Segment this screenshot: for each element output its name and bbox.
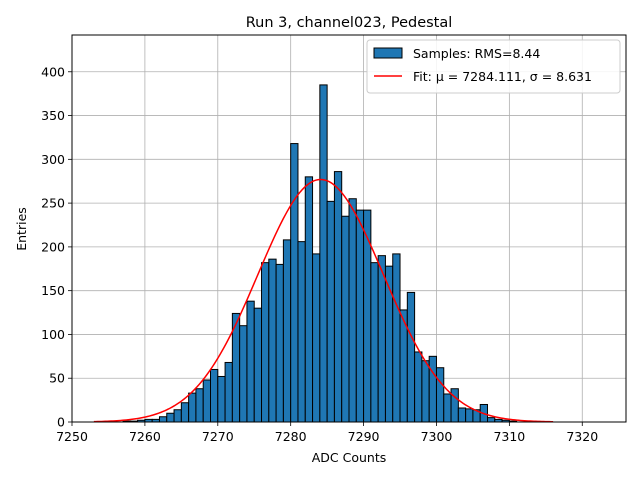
legend-fit-label: Fit: μ = 7284.111, σ = 8.631: [413, 69, 592, 84]
legend-box: [366, 39, 621, 94]
histogram-bar: [465, 408, 474, 423]
histogram-bar: [312, 253, 321, 423]
y-axis-label: Entries: [14, 207, 29, 251]
x-axis-label: ADC Counts: [312, 450, 387, 465]
histogram-bar: [180, 402, 190, 423]
x-tick-label: 7300: [421, 429, 453, 444]
histogram-bar: [348, 198, 357, 423]
x-axis-ticks: 7250 7260 7270 7280 7290 7300 7310 7320: [56, 422, 598, 444]
y-tick-label: 400: [41, 64, 65, 79]
y-tick-label: 100: [41, 327, 65, 342]
histogram-bar: [377, 255, 386, 423]
histogram-bar: [224, 361, 233, 423]
legend-histogram-swatch: [373, 47, 403, 59]
fit-curve: [93, 178, 554, 423]
histogram-bar: [217, 375, 226, 423]
histogram-bar: [406, 291, 416, 423]
histogram-bar: [457, 407, 467, 423]
histogram-bar: [370, 262, 379, 423]
histogram-bar: [414, 351, 423, 423]
x-tick-label: 7280: [275, 429, 307, 444]
x-tick-label: 7320: [566, 429, 598, 444]
x-tick-label: 7250: [56, 429, 88, 444]
y-tick-label: 300: [41, 152, 65, 167]
histogram-bar: [239, 325, 248, 423]
y-tick-label: 350: [41, 108, 65, 123]
histogram-bar: [246, 300, 255, 423]
plot-frame: [71, 34, 627, 423]
histogram-bar: [355, 209, 365, 423]
histogram-bar: [158, 416, 168, 423]
y-axis-ticks: 0 50 100 150 200 250 300 350 400: [41, 64, 72, 430]
histogram-bar: [253, 307, 263, 423]
histogram-bar: [443, 393, 452, 423]
histogram-bar: [435, 367, 445, 423]
histogram-bar: [210, 368, 219, 423]
histogram-bar: [304, 176, 314, 423]
legend: Samples: RMS=8.44 Fit: μ = 7284.111, σ =…: [366, 39, 621, 94]
histogram-bar: [326, 200, 335, 423]
y-tick-label: 50: [49, 371, 65, 386]
histogram-bar: [166, 412, 175, 423]
chart-title: Run 3, channel023, Pedestal: [246, 15, 453, 31]
x-tick-label: 7260: [129, 429, 161, 444]
y-tick-label: 0: [57, 415, 65, 430]
histogram-bar: [195, 388, 204, 423]
histogram-bars: [122, 84, 518, 423]
histogram-bar: [421, 360, 430, 423]
x-tick-label: 7310: [493, 429, 525, 444]
histogram-bar: [188, 392, 197, 423]
histogram-bar: [392, 253, 401, 423]
y-tick-label: 250: [41, 196, 65, 211]
histogram-bar: [290, 143, 299, 423]
histogram-bar: [428, 355, 437, 423]
histogram-bar: [268, 258, 277, 423]
histogram-bar: [341, 215, 350, 423]
histogram-bar: [202, 379, 211, 423]
histogram-bar: [333, 171, 343, 423]
histogram-bar: [487, 417, 496, 423]
histogram-bar: [275, 263, 284, 423]
histogram-bar: [173, 409, 182, 423]
y-tick-label: 150: [41, 283, 65, 298]
histogram-bar: [319, 84, 328, 423]
histogram-bar: [297, 241, 306, 423]
x-tick-label: 7270: [202, 429, 234, 444]
histogram-bar: [261, 262, 270, 423]
x-tick-label: 7290: [348, 429, 380, 444]
histogram-bar: [282, 239, 292, 423]
legend-histogram-label: Samples: RMS=8.44: [413, 46, 540, 61]
y-tick-label: 200: [41, 239, 65, 254]
